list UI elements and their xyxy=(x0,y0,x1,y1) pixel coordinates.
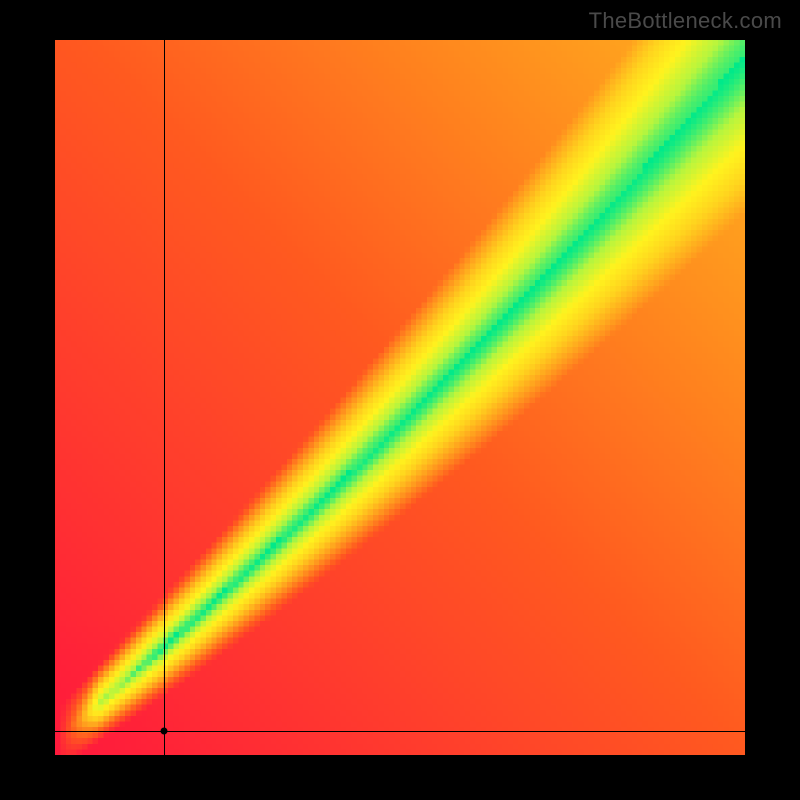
heatmap-canvas xyxy=(55,40,745,755)
heatmap-plot xyxy=(55,40,745,755)
watermark-text: TheBottleneck.com xyxy=(589,8,782,34)
marker-dot xyxy=(161,728,168,735)
crosshair-horizontal xyxy=(55,731,745,732)
crosshair-vertical xyxy=(164,40,165,755)
